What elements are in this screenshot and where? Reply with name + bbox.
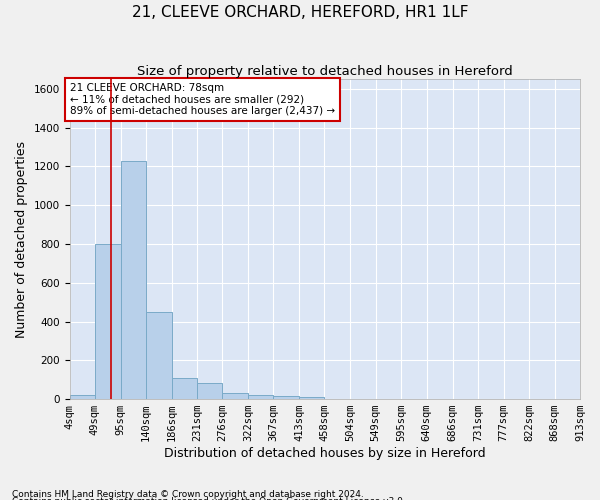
Bar (274, 396, 299, 399)
X-axis label: Distribution of detached houses by size in Hereford: Distribution of detached houses by size … (164, 447, 485, 460)
Bar (172, 378, 197, 399)
Bar (95, 244, 121, 399)
Text: Contains HM Land Registry data © Crown copyright and database right 2024.: Contains HM Land Registry data © Crown c… (12, 490, 364, 499)
Bar (121, 160, 146, 399)
Bar (248, 395, 274, 399)
Text: 21, CLEEVE ORCHARD, HEREFORD, HR1 1LF: 21, CLEEVE ORCHARD, HEREFORD, HR1 1LF (132, 5, 468, 20)
Text: 21 CLEEVE ORCHARD: 78sqm
← 11% of detached houses are smaller (292)
89% of semi-: 21 CLEEVE ORCHARD: 78sqm ← 11% of detach… (70, 83, 335, 116)
Title: Size of property relative to detached houses in Hereford: Size of property relative to detached ho… (137, 65, 512, 78)
Bar (222, 394, 248, 399)
Bar (146, 312, 172, 399)
Y-axis label: Number of detached properties: Number of detached properties (15, 140, 28, 338)
Bar (70, 395, 95, 399)
Bar (299, 397, 325, 399)
Bar (197, 382, 222, 399)
Text: Contains public sector information licensed under the Open Government Licence v3: Contains public sector information licen… (12, 498, 406, 500)
